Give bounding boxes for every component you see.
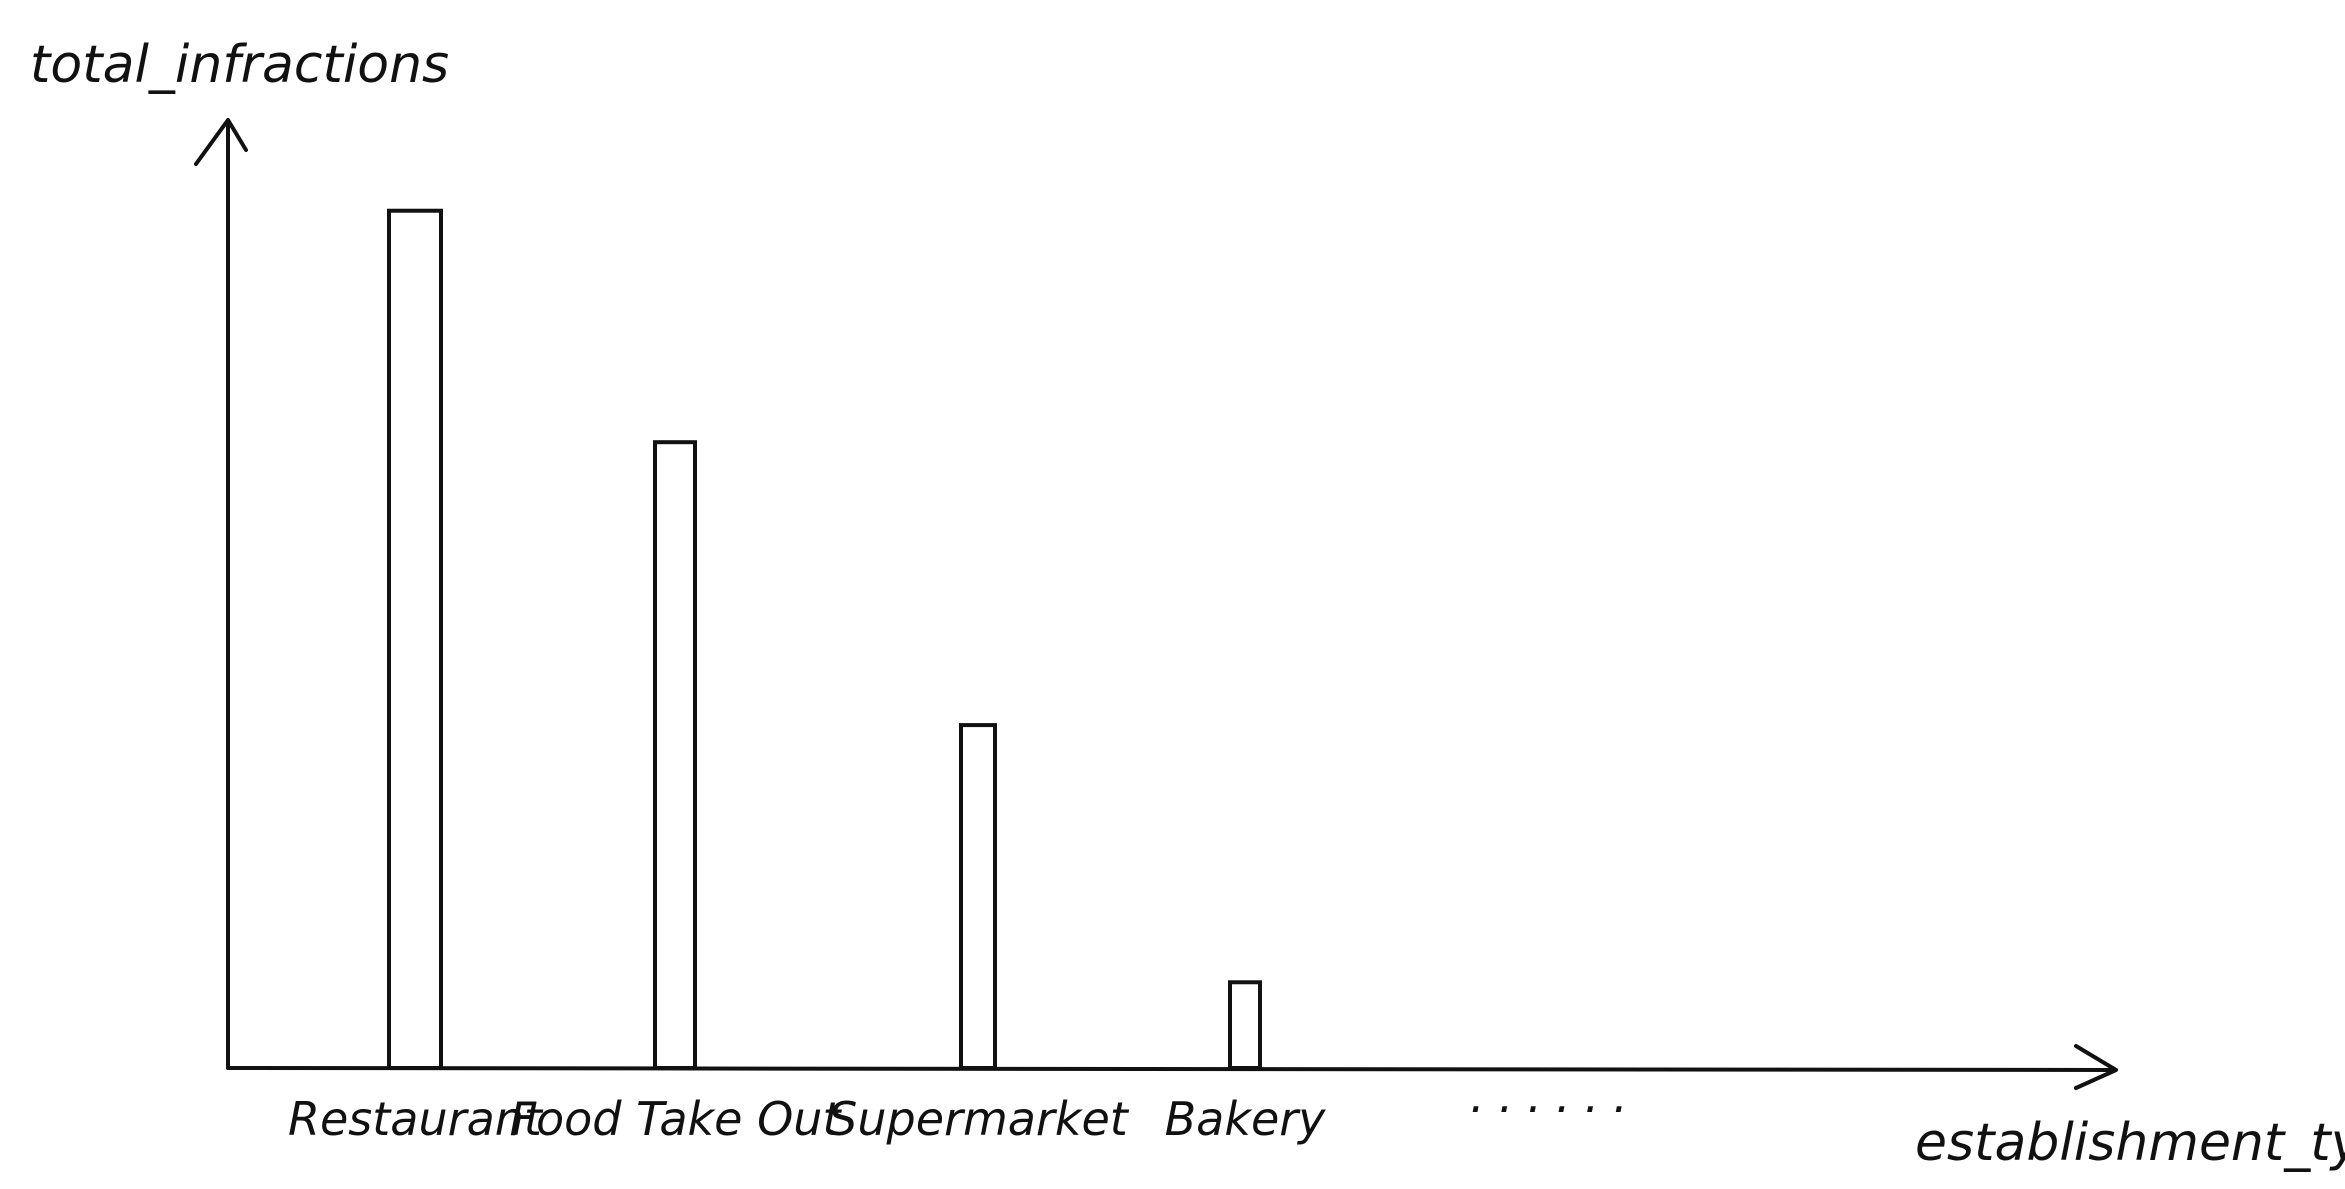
x-tick-label: Bakery: [1165, 1092, 1327, 1146]
y-axis-title: total_infractions: [30, 35, 449, 95]
more-categories-ellipsis: ......: [1470, 1069, 1642, 1123]
axes: [194, 118, 2118, 1090]
x-tick-label: Supermarket: [828, 1092, 1130, 1146]
x-axis-line: [226, 1066, 2117, 1072]
x-tick-label: Food Take Out: [510, 1092, 843, 1146]
x-axis-arrowhead: [2074, 1044, 2118, 1090]
bar-bakery: [1228, 980, 1262, 1070]
bars: [387, 208, 1262, 1070]
bar-supermarket: [959, 723, 997, 1070]
x-axis-title: establishment_type: [1915, 1113, 2345, 1173]
y-axis-arrowhead: [194, 118, 248, 166]
bar-restaurant: [387, 208, 443, 1070]
x-tick-label: Restaurant: [288, 1092, 544, 1146]
bar-food-take-out: [653, 440, 697, 1070]
